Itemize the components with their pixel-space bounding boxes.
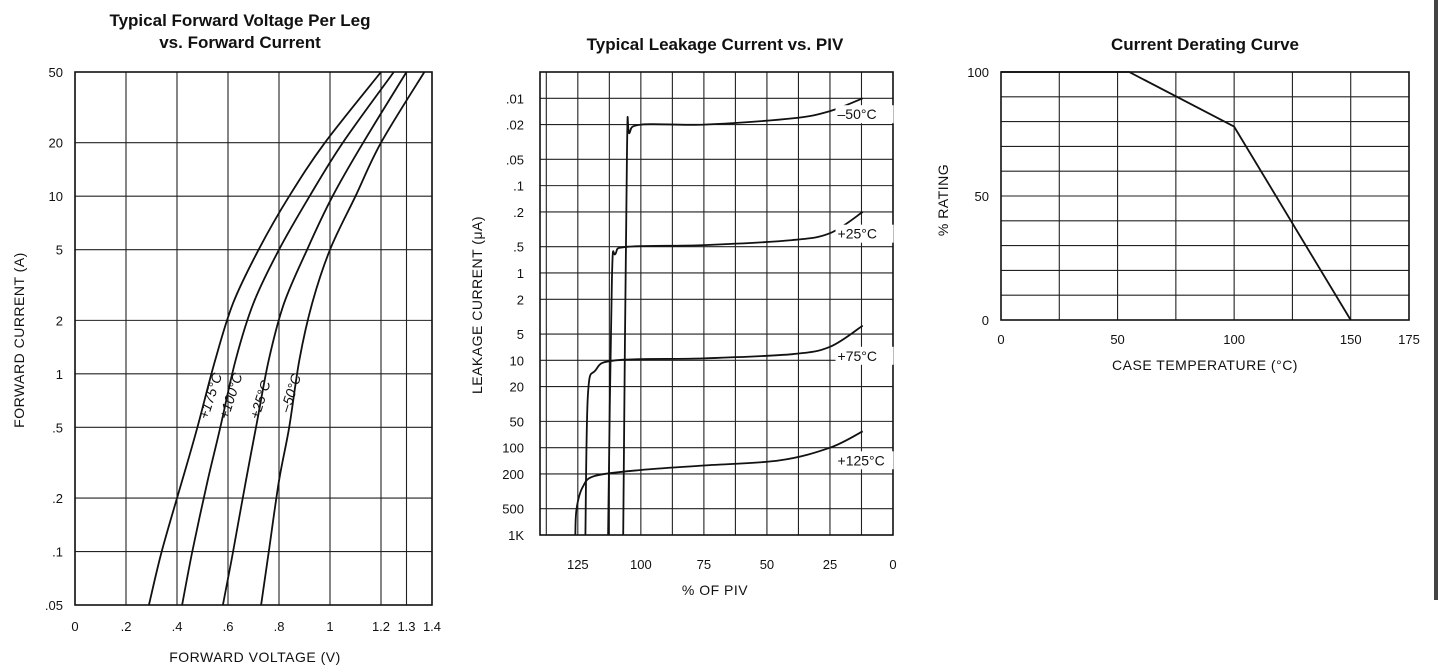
series-line — [1001, 71, 1352, 321]
page-edge-divider — [1434, 0, 1438, 600]
y-tick-label: 50 — [975, 189, 989, 204]
chart-title-line-2: vs. Forward Current — [159, 33, 321, 52]
curve-label-bg — [835, 451, 894, 470]
y-axis-label: FORWARD CURRENT (A) — [11, 252, 27, 428]
x-tick-label: 0 — [997, 332, 1004, 347]
y-tick-label: 0 — [982, 313, 989, 328]
y-tick-label: 1K — [508, 528, 524, 543]
chart-title-line-1: Typical Forward Voltage Per Leg — [109, 11, 370, 30]
series-line — [622, 97, 864, 536]
y-tick-label: 100 — [502, 441, 524, 456]
x-tick-label: 25 — [823, 557, 837, 572]
forward-voltage-chart: Typical Forward Voltage Per Leg vs. Forwa… — [11, 11, 441, 665]
x-tick-label: .6 — [223, 619, 234, 634]
current-derating-chart: Current Derating Curve 0 50 100 150 175 0 50 100… — [935, 35, 1420, 373]
x-tick-label: 150 — [1340, 332, 1362, 347]
series-line — [607, 211, 864, 536]
forward-voltage-chart-panel: Typical Forward Voltage Per Leg vs. Forwa… — [0, 0, 450, 668]
x-tick-label: 125 — [567, 557, 589, 572]
x-tick-label: 0 — [71, 619, 78, 634]
y-tick-label: 2 — [56, 313, 63, 328]
y-tick-label: 500 — [502, 502, 524, 517]
y-tick-label: 1 — [56, 367, 63, 382]
y-tick-label: .05 — [45, 598, 63, 613]
curve-label: +25°C — [246, 378, 274, 421]
y-tick-label: 10 — [510, 353, 524, 368]
x-tick-label: .4 — [172, 619, 183, 634]
series-line — [181, 71, 395, 606]
x-tick-label: .2 — [121, 619, 132, 634]
y-tick-label: 1 — [517, 266, 524, 281]
series-line — [148, 71, 382, 606]
y-tick-label: .05 — [506, 152, 524, 167]
y-tick-label: 5 — [517, 327, 524, 342]
y-tick-label: .5 — [513, 240, 524, 255]
plot-frame — [1000, 71, 1410, 321]
y-tick-label: 50 — [510, 414, 524, 429]
curve-label: +75°C — [838, 348, 877, 364]
series-line — [222, 71, 408, 606]
x-tick-label: 100 — [630, 557, 652, 572]
series-line — [584, 324, 864, 536]
chart-title: Current Derating Curve — [1111, 35, 1299, 54]
x-axis-label: FORWARD VOLTAGE (V) — [169, 649, 341, 665]
y-tick-label: 2 — [517, 292, 524, 307]
x-axis-label: CASE TEMPERATURE (°C) — [1112, 357, 1298, 373]
curve-label: –50°C — [838, 106, 877, 122]
x-tick-label: 175 — [1398, 332, 1420, 347]
y-tick-label: .2 — [52, 491, 63, 506]
x-tick-label: 100 — [1223, 332, 1245, 347]
y-tick-label: .5 — [52, 420, 63, 435]
y-tick-label: 10 — [49, 189, 63, 204]
curve-label: –50°C — [277, 371, 305, 415]
x-tick-label: 1.2 — [372, 619, 390, 634]
curve-label: +25°C — [838, 226, 877, 242]
y-tick-label: .1 — [513, 179, 524, 194]
x-tick-label: .8 — [274, 619, 285, 634]
plot-frame — [74, 71, 433, 606]
x-tick-label: 50 — [1110, 332, 1124, 347]
series-line — [574, 430, 864, 536]
current-derating-chart-panel: Current Derating Curve 0 50 100 150 175 0 50 100… — [930, 0, 1430, 668]
curve-label-bg — [835, 346, 894, 365]
curve-label-bg — [835, 105, 894, 124]
y-tick-label: 100 — [967, 65, 989, 80]
y-tick-label: .02 — [506, 118, 524, 133]
x-tick-label: 0 — [889, 557, 896, 572]
y-tick-label: 5 — [56, 243, 63, 258]
y-tick-label: .1 — [52, 545, 63, 560]
x-tick-label: 75 — [697, 557, 711, 572]
y-axis-label: LEAKAGE CURRENT (μA) — [469, 216, 485, 394]
chart-title: Typical Leakage Current vs. PIV — [587, 35, 844, 54]
x-tick-label: 50 — [760, 557, 774, 572]
y-tick-label: 50 — [49, 65, 63, 80]
y-tick-label: 200 — [502, 467, 524, 482]
x-axis-label: % OF PIV — [682, 582, 748, 598]
series-line — [260, 71, 426, 606]
x-tick-label: 1 — [326, 619, 333, 634]
y-tick-label: 20 — [49, 136, 63, 151]
y-tick-label: 20 — [510, 380, 524, 395]
leakage-current-chart-panel: Typical Leakage Current vs. PIV 125 100 75 5… — [460, 0, 930, 668]
curve-label: +125°C — [838, 452, 885, 468]
x-tick-label: 1.4 — [423, 619, 441, 634]
y-axis-label: % RATING — [935, 164, 951, 236]
plot-frame — [539, 71, 894, 536]
y-tick-label: .2 — [513, 205, 524, 220]
x-tick-label: 1.3 — [397, 619, 415, 634]
curve-label-bg — [835, 224, 894, 243]
y-tick-label: .01 — [506, 91, 524, 106]
